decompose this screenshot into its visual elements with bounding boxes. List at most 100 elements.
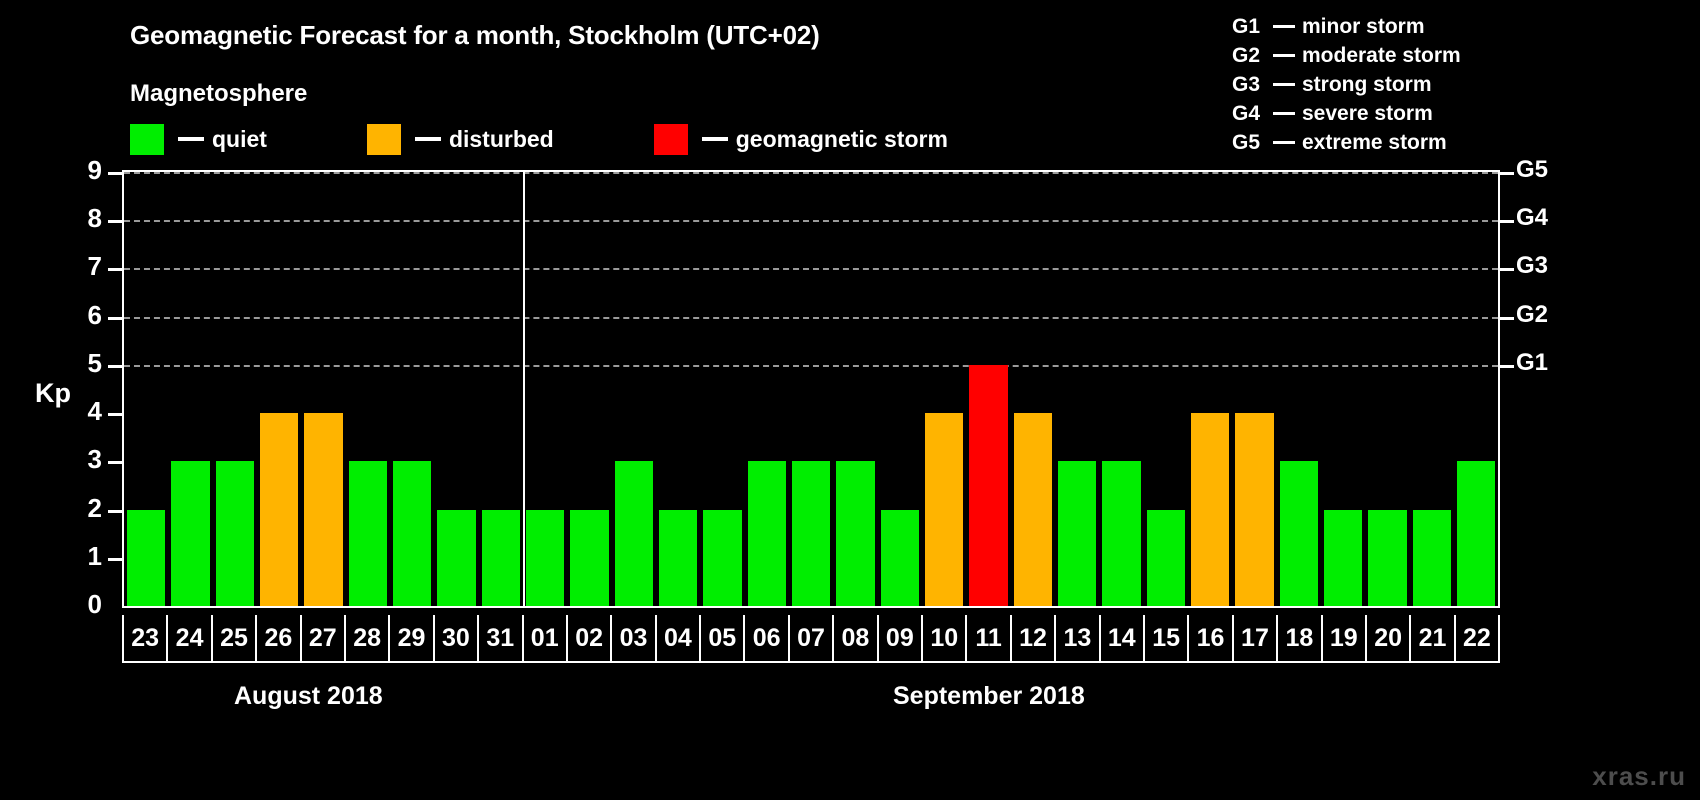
date-label[interactable]: 04 <box>656 615 702 661</box>
bar-cell[interactable] <box>1099 172 1143 606</box>
bar-cell[interactable] <box>1144 172 1188 606</box>
bar-cell[interactable] <box>1232 172 1276 606</box>
bar[interactable] <box>880 509 919 606</box>
bar[interactable] <box>747 461 786 606</box>
bar[interactable] <box>969 364 1008 606</box>
bar-cell[interactable] <box>257 172 301 606</box>
date-label[interactable]: 18 <box>1278 615 1323 661</box>
bar-cell[interactable] <box>878 172 922 606</box>
bar[interactable] <box>1013 413 1052 606</box>
bar[interactable] <box>392 461 432 606</box>
bar[interactable] <box>437 509 476 606</box>
bar-cell[interactable] <box>1410 172 1454 606</box>
bar-cell[interactable] <box>1011 172 1055 606</box>
bar-cell[interactable] <box>301 172 345 606</box>
date-label[interactable]: 22 <box>1455 615 1499 661</box>
bar-cell[interactable] <box>124 172 168 606</box>
bar[interactable] <box>1456 461 1496 606</box>
date-label[interactable]: 11 <box>967 615 1012 661</box>
bar-cell[interactable] <box>789 172 833 606</box>
bar-cell[interactable] <box>656 172 700 606</box>
date-label[interactable]: 26 <box>257 615 302 661</box>
bar-cell[interactable] <box>1188 172 1232 606</box>
y-tick-label: 1 <box>87 540 102 571</box>
date-label[interactable]: 06 <box>745 615 790 661</box>
date-label[interactable]: 03 <box>612 615 657 661</box>
date-label[interactable]: 13 <box>1056 615 1101 661</box>
date-label[interactable]: 05 <box>701 615 746 661</box>
date-label[interactable]: 25 <box>212 615 258 661</box>
date-label[interactable]: 23 <box>124 615 169 661</box>
date-label[interactable]: 09 <box>878 615 924 661</box>
bar[interactable] <box>1412 509 1451 606</box>
bar-cell[interactable] <box>434 172 478 606</box>
bar-cell[interactable] <box>1055 172 1099 606</box>
y-tick-label: 4 <box>87 396 102 427</box>
date-label[interactable]: 07 <box>789 615 835 661</box>
date-label[interactable]: 02 <box>567 615 613 661</box>
bar[interactable] <box>1102 461 1141 606</box>
y-tick-label: 5 <box>87 347 102 378</box>
bar-cell[interactable] <box>523 172 567 606</box>
bar[interactable] <box>259 413 299 606</box>
bar[interactable] <box>304 413 343 606</box>
bar-cell[interactable] <box>567 172 611 606</box>
bar-cell[interactable] <box>1321 172 1365 606</box>
bar[interactable] <box>614 461 653 606</box>
bar[interactable] <box>1235 413 1274 606</box>
bar-cell[interactable] <box>1365 172 1409 606</box>
g-scale-code: G3 <box>1232 72 1261 96</box>
bar[interactable] <box>570 509 609 606</box>
date-label[interactable]: 31 <box>479 615 524 661</box>
bar[interactable] <box>1146 509 1185 606</box>
bar-cell[interactable] <box>479 172 523 606</box>
bar-cell[interactable] <box>966 172 1010 606</box>
date-label[interactable]: 28 <box>345 615 391 661</box>
date-label[interactable]: 24 <box>168 615 213 661</box>
bar-cell[interactable] <box>833 172 877 606</box>
date-label[interactable]: 15 <box>1144 615 1190 661</box>
bar-cell[interactable] <box>745 172 789 606</box>
bar[interactable] <box>1190 413 1230 606</box>
bar[interactable] <box>348 461 387 606</box>
date-label[interactable]: 27 <box>301 615 346 661</box>
bar[interactable] <box>1279 461 1318 606</box>
date-label[interactable]: 16 <box>1189 615 1234 661</box>
date-label[interactable]: 20 <box>1366 615 1412 661</box>
bar[interactable] <box>525 509 565 606</box>
g-tick-mark <box>1500 172 1514 175</box>
bar[interactable] <box>836 461 875 606</box>
bar[interactable] <box>127 509 166 606</box>
date-label[interactable]: 29 <box>390 615 435 661</box>
bar[interactable] <box>215 461 254 606</box>
y-tick-label: 6 <box>87 299 102 330</box>
bar-cell[interactable] <box>213 172 257 606</box>
date-label[interactable]: 12 <box>1011 615 1057 661</box>
bar-cell[interactable] <box>168 172 212 606</box>
date-label[interactable]: 19 <box>1322 615 1367 661</box>
bar-cell[interactable] <box>922 172 966 606</box>
bar-cell[interactable] <box>346 172 390 606</box>
date-label[interactable]: 21 <box>1411 615 1456 661</box>
bar[interactable] <box>1057 461 1097 606</box>
bar-cell[interactable] <box>612 172 656 606</box>
gridline <box>124 316 1498 319</box>
bar-cell[interactable] <box>1454 172 1498 606</box>
bar-cell[interactable] <box>700 172 744 606</box>
bar[interactable] <box>658 509 698 606</box>
date-label[interactable]: 30 <box>434 615 480 661</box>
date-label[interactable]: 01 <box>523 615 568 661</box>
bar[interactable] <box>171 461 210 606</box>
bar[interactable] <box>1323 509 1363 606</box>
bar-cell[interactable] <box>390 172 434 606</box>
date-label[interactable]: 10 <box>923 615 968 661</box>
bar[interactable] <box>1368 509 1407 606</box>
bar[interactable] <box>924 413 964 606</box>
date-label[interactable]: 14 <box>1100 615 1145 661</box>
date-label[interactable]: 08 <box>834 615 879 661</box>
bar[interactable] <box>703 509 742 606</box>
bar[interactable] <box>481 509 520 606</box>
bar-cell[interactable] <box>1277 172 1321 606</box>
bar[interactable] <box>791 461 831 606</box>
date-label[interactable]: 17 <box>1233 615 1279 661</box>
